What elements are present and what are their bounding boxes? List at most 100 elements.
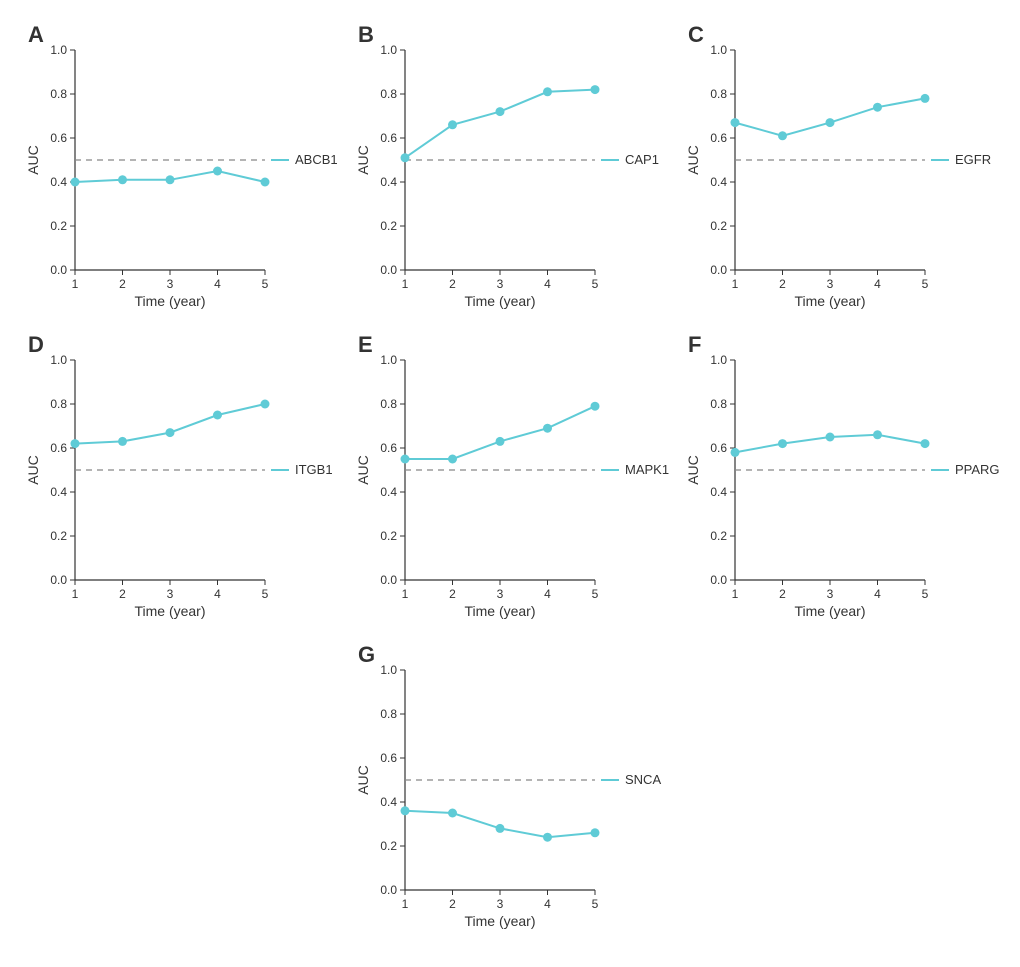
auc-chart-egfr: C0.00.20.40.60.81.012345AUCTime (year)EG… — [680, 20, 1000, 320]
svg-text:5: 5 — [922, 277, 929, 291]
svg-text:1.0: 1.0 — [710, 353, 727, 367]
series-marker — [591, 85, 600, 94]
chart-grid: A0.00.20.40.60.81.012345AUCTime (year)AB… — [20, 20, 1000, 940]
svg-text:2: 2 — [779, 587, 786, 601]
svg-text:5: 5 — [922, 587, 929, 601]
y-axis-label: AUC — [685, 145, 701, 175]
svg-text:0.0: 0.0 — [710, 263, 727, 277]
svg-text:2: 2 — [119, 277, 126, 291]
panel-a: A0.00.20.40.60.81.012345AUCTime (year)AB… — [20, 20, 340, 320]
svg-text:0.0: 0.0 — [50, 263, 67, 277]
x-axis-label: Time (year) — [464, 603, 535, 619]
panel-letter: D — [28, 332, 44, 357]
svg-text:0.6: 0.6 — [50, 131, 67, 145]
legend-label: ABCB1 — [295, 152, 338, 167]
series-marker — [448, 455, 457, 464]
series-marker — [448, 120, 457, 129]
svg-text:1.0: 1.0 — [380, 353, 397, 367]
svg-text:0.6: 0.6 — [380, 131, 397, 145]
series-marker — [213, 167, 222, 176]
svg-text:0.2: 0.2 — [50, 529, 67, 543]
series-marker — [543, 424, 552, 433]
series-line — [735, 98, 925, 135]
svg-text:1: 1 — [72, 277, 79, 291]
svg-text:0.8: 0.8 — [50, 87, 67, 101]
y-axis-label: AUC — [685, 455, 701, 485]
auc-chart-itgb1: D0.00.20.40.60.81.012345AUCTime (year)IT… — [20, 330, 340, 630]
svg-text:0.8: 0.8 — [380, 397, 397, 411]
svg-text:0.6: 0.6 — [50, 441, 67, 455]
svg-text:4: 4 — [874, 587, 881, 601]
svg-text:1.0: 1.0 — [50, 353, 67, 367]
svg-text:3: 3 — [497, 277, 504, 291]
panel-letter: G — [358, 642, 375, 667]
svg-text:0.8: 0.8 — [50, 397, 67, 411]
svg-text:1: 1 — [402, 587, 409, 601]
y-axis-label: AUC — [355, 765, 371, 795]
series-marker — [873, 103, 882, 112]
svg-text:1.0: 1.0 — [50, 43, 67, 57]
series-marker — [401, 806, 410, 815]
svg-text:3: 3 — [167, 277, 174, 291]
svg-text:1: 1 — [402, 897, 409, 911]
svg-text:0.2: 0.2 — [50, 219, 67, 233]
series-marker — [448, 809, 457, 818]
series-marker — [591, 402, 600, 411]
svg-text:4: 4 — [214, 277, 221, 291]
svg-text:1.0: 1.0 — [710, 43, 727, 57]
panel-c: C0.00.20.40.60.81.012345AUCTime (year)EG… — [680, 20, 1000, 320]
svg-text:0.2: 0.2 — [710, 219, 727, 233]
y-axis-label: AUC — [355, 455, 371, 485]
series-marker — [213, 411, 222, 420]
y-axis-label: AUC — [25, 455, 41, 485]
panel-f: F0.00.20.40.60.81.012345AUCTime (year)PP… — [680, 330, 1000, 630]
svg-text:0.8: 0.8 — [710, 87, 727, 101]
svg-text:0.0: 0.0 — [710, 573, 727, 587]
svg-text:1.0: 1.0 — [380, 43, 397, 57]
panel-letter: B — [358, 22, 374, 47]
auc-chart-pparg: F0.00.20.40.60.81.012345AUCTime (year)PP… — [680, 330, 1000, 630]
auc-chart-mapk1: E0.00.20.40.60.81.012345AUCTime (year)MA… — [350, 330, 670, 630]
series-marker — [496, 824, 505, 833]
svg-text:0.0: 0.0 — [50, 573, 67, 587]
svg-text:2: 2 — [449, 277, 456, 291]
svg-text:0.4: 0.4 — [380, 795, 397, 809]
series-marker — [401, 153, 410, 162]
svg-text:3: 3 — [827, 277, 834, 291]
series-marker — [921, 94, 930, 103]
svg-text:4: 4 — [544, 587, 551, 601]
y-axis-label: AUC — [355, 145, 371, 175]
panel-b: B0.00.20.40.60.81.012345AUCTime (year)CA… — [350, 20, 670, 320]
svg-text:0.4: 0.4 — [710, 485, 727, 499]
series-marker — [873, 430, 882, 439]
x-axis-label: Time (year) — [134, 603, 205, 619]
series-marker — [826, 433, 835, 442]
series-marker — [731, 118, 740, 127]
svg-text:3: 3 — [497, 897, 504, 911]
series-marker — [118, 175, 127, 184]
series-marker — [778, 439, 787, 448]
series-marker — [543, 833, 552, 842]
panel-d: D0.00.20.40.60.81.012345AUCTime (year)IT… — [20, 330, 340, 630]
svg-text:0.0: 0.0 — [380, 883, 397, 897]
auc-chart-snca: G0.00.20.40.60.81.012345AUCTime (year)SN… — [350, 640, 670, 940]
svg-text:0.8: 0.8 — [380, 87, 397, 101]
series-marker — [826, 118, 835, 127]
svg-text:3: 3 — [167, 587, 174, 601]
svg-text:0.8: 0.8 — [710, 397, 727, 411]
x-axis-label: Time (year) — [134, 293, 205, 309]
legend-label: PPARG — [955, 462, 1000, 477]
series-marker — [166, 428, 175, 437]
y-axis-label: AUC — [25, 145, 41, 175]
series-marker — [166, 175, 175, 184]
svg-text:0.0: 0.0 — [380, 573, 397, 587]
svg-text:0.6: 0.6 — [710, 131, 727, 145]
svg-text:0.6: 0.6 — [710, 441, 727, 455]
auc-chart-cap1: B0.00.20.40.60.81.012345AUCTime (year)CA… — [350, 20, 670, 320]
svg-text:3: 3 — [497, 587, 504, 601]
svg-text:0.2: 0.2 — [380, 529, 397, 543]
svg-text:0.6: 0.6 — [380, 441, 397, 455]
svg-text:4: 4 — [544, 277, 551, 291]
svg-text:0.4: 0.4 — [50, 485, 67, 499]
x-axis-label: Time (year) — [464, 293, 535, 309]
